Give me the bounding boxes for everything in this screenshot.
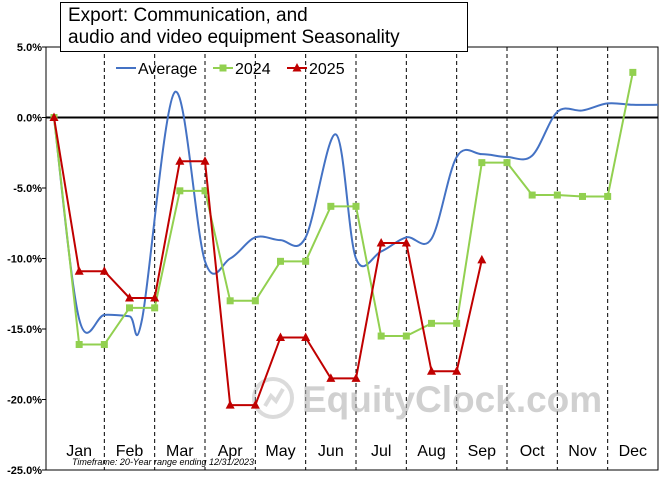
data-point-2025 xyxy=(477,254,487,264)
data-point-2024 xyxy=(453,319,461,327)
month-label: Mar xyxy=(166,443,194,460)
month-label: Jan xyxy=(66,443,92,460)
data-point-2025 xyxy=(452,366,462,375)
data-point-2024 xyxy=(478,159,486,167)
month-label: Nov xyxy=(568,443,596,460)
data-point-2025 xyxy=(225,400,235,409)
month-label: Sep xyxy=(468,443,497,460)
legend-label: 2024 xyxy=(235,61,271,78)
data-point-2025 xyxy=(326,373,336,382)
data-point-2025 xyxy=(276,332,285,341)
data-point-2024 xyxy=(251,297,259,305)
data-point-2025 xyxy=(175,156,185,165)
chart-title: Export: Communication, and audio and vid… xyxy=(68,5,400,49)
title-line-1: Export: Communication, and xyxy=(68,5,308,26)
data-point-2024 xyxy=(302,257,310,265)
watermark-text: EquityClock.com xyxy=(302,379,602,420)
series-line-2025 xyxy=(53,117,483,407)
data-point-2024 xyxy=(100,341,108,349)
data-point-2025 xyxy=(74,266,84,275)
data-point-2025 xyxy=(301,332,311,341)
data-point-2024 xyxy=(277,257,284,265)
legend-swatch-marker xyxy=(219,64,227,72)
data-point-2025 xyxy=(125,292,134,302)
data-point-2024 xyxy=(503,159,511,167)
month-label: Oct xyxy=(520,443,545,460)
watermark-group: EquityClock.com xyxy=(252,377,602,420)
title-line-2: audio and video equipment Seasonality xyxy=(68,27,400,48)
data-point-2024 xyxy=(352,202,360,210)
watermark-logo xyxy=(252,377,294,419)
series-2024 xyxy=(50,68,637,349)
data-point-2025 xyxy=(150,292,160,302)
data-point-2025 xyxy=(376,237,386,247)
data-point-2024 xyxy=(553,191,561,199)
y-tick-label: 5.0% xyxy=(17,42,42,54)
data-point-2025 xyxy=(427,366,436,375)
title-box xyxy=(60,2,468,52)
data-point-2024 xyxy=(176,187,184,195)
data-point-2024 xyxy=(377,332,385,340)
data-point-2024 xyxy=(604,192,612,200)
legend-label: Average xyxy=(138,61,197,78)
data-point-2024 xyxy=(75,341,83,349)
data-point-2025 xyxy=(401,237,411,247)
month-label: Jul xyxy=(371,443,391,460)
y-axis-ticks: 5.0% 0.0% -5.0% -10.0% -15.0% -20.0% -25.0% xyxy=(7,42,46,477)
data-point-2024 xyxy=(226,297,234,305)
data-point-2024 xyxy=(579,192,586,200)
timeframe-footnote: Timeframe: 20-Year range ending 12/31/20… xyxy=(72,457,254,467)
y-tick-label: -20.0% xyxy=(7,395,42,407)
series-average xyxy=(53,91,659,337)
y-tick-label: -15.0% xyxy=(7,324,42,336)
data-point-2025 xyxy=(351,373,361,382)
series-line-average xyxy=(53,91,659,337)
data-point-2025 xyxy=(49,112,59,121)
month-label: Dec xyxy=(619,443,647,460)
month-label: Aug xyxy=(417,443,445,460)
data-point-2024 xyxy=(428,319,435,327)
data-point-2024 xyxy=(402,332,410,340)
y-tick-label: -25.0% xyxy=(7,465,42,477)
data-point-2024 xyxy=(327,202,335,210)
data-point-2025 xyxy=(99,266,109,275)
y-tick-label: -10.0% xyxy=(7,254,42,266)
legend: Average 2024 2025 xyxy=(116,61,345,78)
y-tick-label: 0.0% xyxy=(17,113,42,125)
month-label: Feb xyxy=(116,443,144,460)
data-point-2024 xyxy=(528,191,536,199)
series-layer xyxy=(49,68,659,409)
legend-label: 2025 xyxy=(309,61,345,78)
data-point-2024 xyxy=(629,68,637,76)
data-point-2024 xyxy=(151,304,159,312)
series-line-2024 xyxy=(53,72,634,346)
data-point-2025 xyxy=(200,156,210,165)
y-tick-label: -5.0% xyxy=(13,183,42,195)
data-point-2024 xyxy=(126,304,133,312)
legend-swatch-marker xyxy=(292,63,302,72)
x-axis-month-labels: Jan Feb Mar Apr May Jun Jul Aug Sep Oct Nov Dec xyxy=(66,443,647,460)
month-label: May xyxy=(265,443,295,460)
month-label: Jun xyxy=(318,443,344,460)
data-point-2024 xyxy=(201,187,209,195)
data-point-2025 xyxy=(250,400,260,409)
month-label: Apr xyxy=(218,443,244,460)
series-2025 xyxy=(49,112,487,409)
